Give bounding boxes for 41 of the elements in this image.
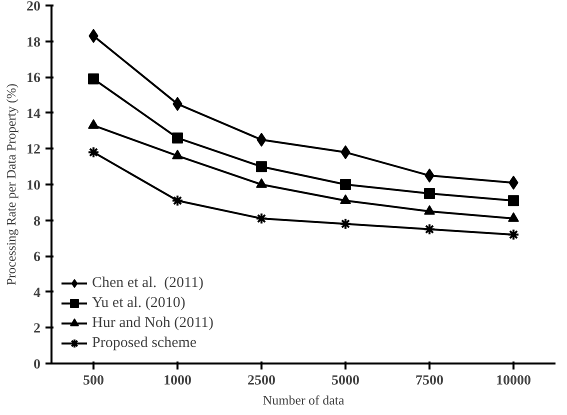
point [172, 194, 184, 207]
y-tick-label: 12 [26, 142, 40, 158]
point [256, 161, 267, 172]
point [172, 132, 183, 144]
point [88, 146, 100, 158]
point [88, 119, 99, 129]
x-tick-label: 10000 [496, 374, 531, 388]
y-tick-label: 8 [34, 214, 40, 230]
point [508, 228, 520, 241]
point [172, 150, 183, 160]
x-tick-label: 7500 [416, 374, 444, 388]
x-tick-label: 2500 [248, 374, 276, 388]
y-tick-label: 16 [26, 71, 40, 86]
point [424, 205, 435, 215]
point [508, 195, 519, 206]
point [424, 223, 436, 236]
point [508, 212, 519, 222]
legend-label: Yu et al. (2010) [92, 294, 186, 312]
point [340, 218, 352, 230]
x-tick-label: 5000 [332, 374, 360, 388]
x-tick-label: 1000 [164, 374, 192, 388]
x-axis-title: Number of data [262, 392, 345, 408]
y-tick-label: 4 [34, 286, 40, 301]
legend-label: Chen et al. (2011) [92, 274, 204, 292]
point [88, 73, 99, 84]
legend-label: Proposed scheme [92, 334, 197, 352]
point [340, 179, 351, 190]
point [256, 178, 267, 188]
y-tick-label: 18 [26, 35, 40, 50]
point [340, 194, 351, 204]
y-tick-label: 14 [26, 106, 40, 122]
legend-label: Hur and Noh (2011) [92, 314, 214, 332]
y-tick-label: 20 [26, 0, 40, 14]
y-tick-label: 6 [34, 250, 40, 266]
y-tick-label: 0 [34, 358, 40, 372]
point [424, 188, 435, 199]
y-tick-label: 2 [34, 322, 40, 337]
y-tick-label: 10 [26, 178, 40, 194]
x-tick-label: 500 [83, 374, 104, 388]
point [256, 212, 268, 225]
y-axis-title: Processing Rate per Data Property (%) [4, 84, 18, 286]
